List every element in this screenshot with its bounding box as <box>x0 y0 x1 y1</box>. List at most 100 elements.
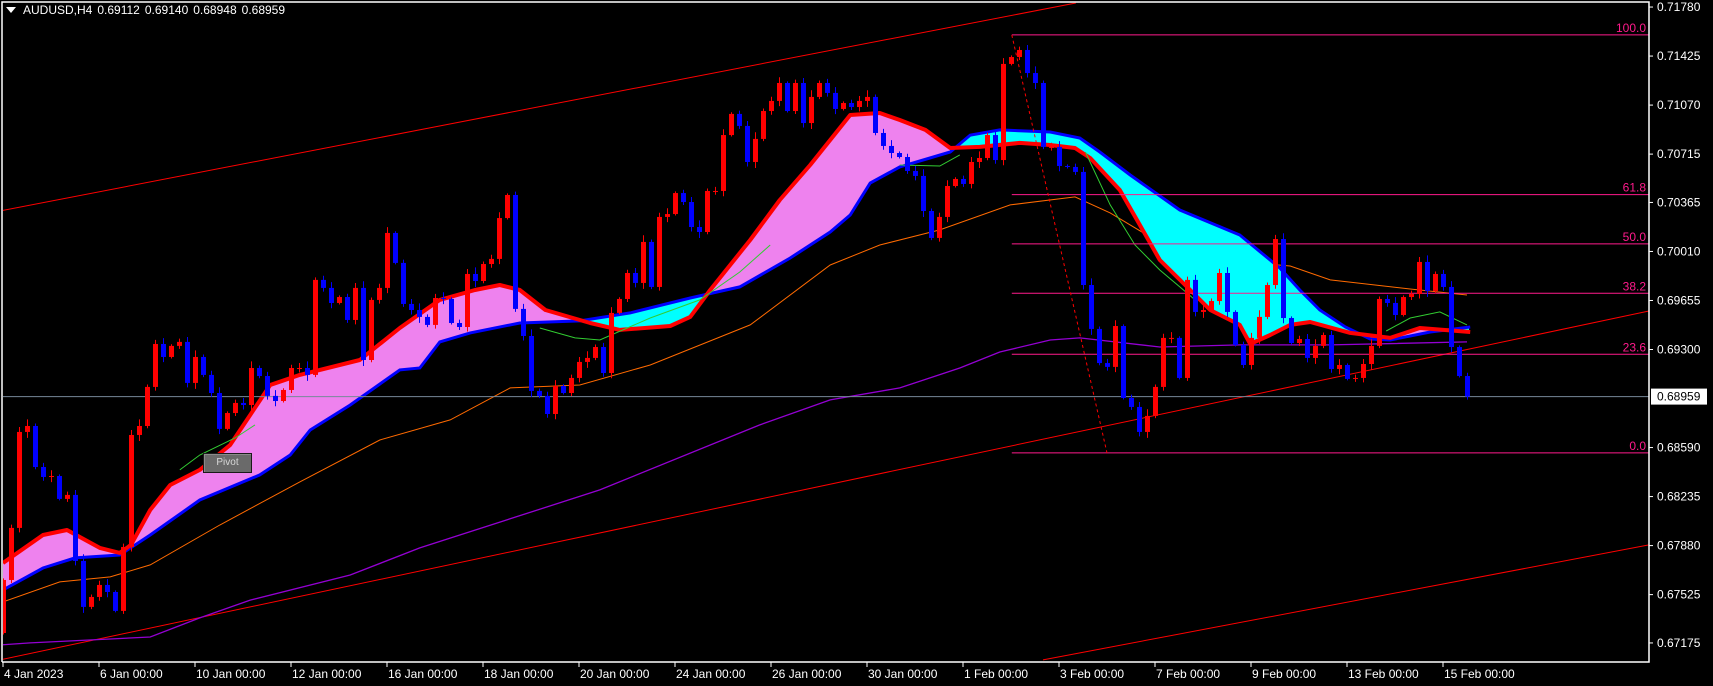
candle <box>337 295 342 305</box>
candle-body <box>625 273 630 299</box>
candle <box>1185 276 1190 381</box>
candle <box>729 112 734 137</box>
candle <box>873 94 878 136</box>
x-tick-label: 4 Jan 2023 <box>4 667 64 681</box>
y-tick-label: 0.70365 <box>1657 195 1701 209</box>
candle-body <box>1001 63 1006 161</box>
candle-body <box>1249 337 1254 365</box>
candle-body <box>361 287 366 360</box>
candle <box>689 197 694 232</box>
candle-body <box>1393 302 1398 315</box>
candle <box>809 90 814 130</box>
candle <box>481 261 486 284</box>
candle-body <box>441 297 446 299</box>
candle-body <box>369 299 374 360</box>
candle <box>505 193 510 220</box>
candle-body <box>497 218 502 259</box>
candle <box>801 78 806 128</box>
candle <box>1209 298 1214 313</box>
candle-body <box>537 390 542 396</box>
channel-line <box>3 2 1076 211</box>
candle <box>1345 363 1350 381</box>
candle <box>345 293 350 323</box>
candle-body <box>1353 377 1358 379</box>
candle <box>321 275 326 292</box>
candle-body <box>1233 311 1238 345</box>
candle-body <box>665 214 670 217</box>
candle-body <box>329 287 334 303</box>
candle-body <box>321 279 326 288</box>
candle-body <box>1017 49 1022 58</box>
candle-body <box>529 335 534 391</box>
candle-body <box>1185 279 1190 378</box>
candle-body <box>865 96 870 101</box>
candle-body <box>1153 386 1158 416</box>
candle-body <box>345 297 350 320</box>
candle <box>937 212 942 242</box>
candle-body <box>609 312 614 373</box>
candle-body <box>49 475 54 477</box>
candle <box>1289 316 1294 345</box>
candle <box>1281 233 1286 324</box>
candle <box>721 129 726 197</box>
candle <box>129 430 134 552</box>
candle-body <box>1409 293 1414 298</box>
x-tick-label: 20 Jan 00:00 <box>580 667 650 681</box>
candle-body <box>113 591 118 611</box>
candle <box>161 338 166 363</box>
candle-body <box>849 103 854 108</box>
candle-body <box>417 310 422 317</box>
candle-body <box>969 161 974 184</box>
candle <box>993 130 998 164</box>
candle <box>217 387 222 435</box>
candle-body <box>449 298 454 323</box>
candle <box>737 110 742 129</box>
candle <box>985 132 990 161</box>
x-tick-label: 6 Jan 00:00 <box>100 667 163 681</box>
candle <box>1065 164 1070 169</box>
candle <box>857 95 862 112</box>
candle <box>1361 359 1366 383</box>
candle-body <box>977 157 982 162</box>
candle <box>753 132 758 168</box>
candle <box>777 77 782 107</box>
y-tick-label: 0.69655 <box>1657 293 1701 307</box>
candle <box>625 269 630 302</box>
candle-body <box>1425 261 1430 291</box>
candle <box>913 165 918 181</box>
candle <box>633 268 638 288</box>
candle <box>1257 310 1262 344</box>
candle-body <box>993 135 998 161</box>
y-tick-label: 0.70010 <box>1657 244 1701 258</box>
candle-body <box>601 347 606 373</box>
x-tick-label: 1 Feb 00:00 <box>964 667 1028 681</box>
candle <box>1433 271 1438 294</box>
candle <box>1417 256 1422 299</box>
ma-green-line <box>1084 151 1196 301</box>
dropdown-triangle-icon[interactable] <box>6 7 16 13</box>
candle <box>929 208 934 241</box>
candle <box>921 169 926 217</box>
x-tick-label: 10 Jan 00:00 <box>196 667 266 681</box>
candle-body <box>513 194 518 309</box>
pivot-button[interactable]: Pivot <box>203 453 252 473</box>
candle <box>305 361 310 381</box>
candle-body <box>89 596 94 607</box>
candle <box>585 351 590 368</box>
candle <box>1393 297 1398 321</box>
candle <box>185 336 190 388</box>
candle <box>825 78 830 97</box>
candle-body <box>553 385 558 414</box>
ma-green-line <box>899 154 961 167</box>
candle-body <box>1449 286 1454 348</box>
candle <box>1457 345 1462 378</box>
candle <box>745 120 750 167</box>
candle <box>233 399 238 417</box>
candle <box>1385 294 1390 307</box>
ma-green-line <box>179 424 256 471</box>
candle-body <box>129 434 134 547</box>
candle-body <box>9 527 14 580</box>
candle-body <box>193 356 198 383</box>
candle <box>1129 394 1134 410</box>
